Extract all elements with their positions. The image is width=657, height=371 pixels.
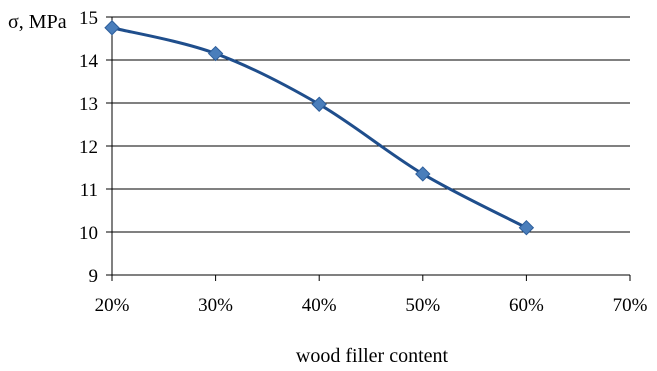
y-tick-label: 15 [79,8,98,29]
y-tick-label: 10 [79,223,98,244]
x-tick-label: 50% [405,295,440,316]
y-tick-label: 13 [79,94,98,115]
data-point-marker [518,219,535,236]
x-tick-label: 20% [95,295,130,316]
y-axis-title: σ, MPa [8,11,67,33]
series-line [110,26,528,230]
x-tick-label: 30% [198,295,233,316]
x-axis-title: wood filler content [296,345,449,367]
data-point-marker [415,166,431,182]
ticks: 9 10 11 12 13 14 15 20% 30% 40% 50% 60% 70% [79,8,648,316]
series [104,20,535,236]
x-tick-label: 60% [509,295,544,316]
y-tick-label: 9 [89,266,99,287]
y-tick-label: 12 [79,137,98,158]
y-tick-label: 11 [80,180,98,201]
x-tick-label: 40% [302,295,337,316]
x-tick-label: 70% [613,295,648,316]
gridlines [112,16,630,233]
data-point-marker [311,96,327,112]
data-point-marker [207,45,224,62]
y-tick-label: 14 [79,51,99,72]
data-point-marker [104,20,120,36]
